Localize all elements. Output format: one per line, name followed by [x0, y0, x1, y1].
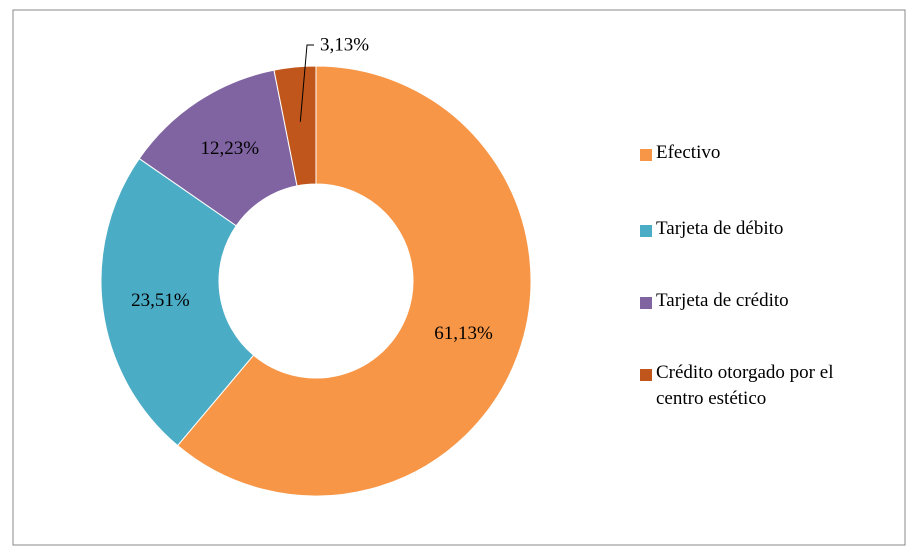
legend-swatch — [640, 369, 652, 381]
data-label: 3,13% — [320, 34, 369, 55]
legend-swatch — [640, 297, 652, 309]
legend-label: Tarjeta de débito — [656, 218, 784, 239]
legend-label: Crédito otorgado por el centro estético — [656, 362, 834, 409]
donut-slice — [176, 65, 532, 497]
data-label: 23,51% — [131, 290, 190, 311]
leader-line — [299, 44, 314, 122]
legend-item: Tarjeta de débito — [640, 216, 783, 242]
legend-swatch — [640, 225, 652, 237]
legend-item: Tarjeta de crédito — [640, 288, 789, 314]
legend-label: Tarjeta de crédito — [656, 290, 789, 311]
data-label: 12,23% — [201, 138, 260, 159]
legend-item: Efectivo — [640, 140, 720, 166]
donut-slice — [100, 157, 255, 447]
data-label: 61,13% — [434, 323, 493, 344]
legend-label: Efectivo — [656, 142, 721, 163]
legend-swatch — [640, 149, 652, 161]
donut-slice — [273, 65, 317, 187]
legend-item: Crédito otorgado por el centro estético — [640, 360, 880, 412]
